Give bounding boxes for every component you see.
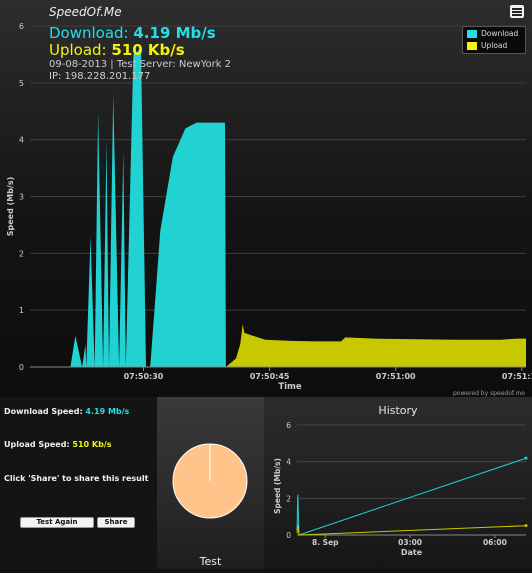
legend-swatch-upload — [467, 42, 477, 50]
brand-logo[interactable]: SpeedOf.Me — [49, 5, 122, 19]
share-hint: Click 'Share' to share this result — [4, 474, 148, 483]
test-again-button[interactable]: Test Again — [20, 517, 94, 528]
bottom-section: Download Speed: 4.19 Mb/s Upload Speed: … — [0, 397, 532, 569]
download-result: Download: 4.19 Mb/s — [49, 25, 231, 42]
download-result-value: 4.19 Mb/s — [133, 24, 215, 42]
share-button[interactable]: Share — [97, 517, 135, 528]
ip-address: IP: 198.228.201.177 — [49, 71, 231, 83]
download-speed-label: Download Speed: — [4, 407, 85, 416]
x-tick-label: 07:50:45 — [250, 372, 290, 381]
chart-legend: Download Upload — [462, 26, 526, 54]
legend-item-upload[interactable]: Upload — [463, 40, 525, 51]
history-download-line — [297, 458, 526, 535]
history-y-tick-label: 0 — [286, 531, 291, 540]
history-y-axis-title: Speed (Mb/s) — [273, 458, 282, 514]
history-chart: 0 2 4 6 8. Sep 03:00 06:00 Date Speed (Mb/s) — [264, 397, 532, 569]
results-panel: Download Speed: 4.19 Mb/s Upload Speed: … — [0, 397, 157, 569]
download-result-label: Download: — [49, 24, 133, 42]
history-x-tick-label: 8. Sep — [312, 538, 339, 547]
upload-result-label: Upload: — [49, 41, 111, 59]
upload-result: Upload: 510 Kb/s — [49, 42, 231, 59]
x-tick-label: 07:51:15 — [502, 372, 532, 381]
y-tick-label: 1 — [19, 306, 24, 315]
upload-speed-value: 510 Kb/s — [72, 440, 111, 449]
upload-result-value: 510 Kb/s — [111, 41, 184, 59]
history-upload-point — [525, 524, 528, 527]
legend-item-download[interactable]: Download — [463, 28, 525, 39]
pie-chart — [157, 397, 264, 569]
y-tick-label: 0 — [19, 363, 24, 372]
pie-panel: Test — [157, 397, 264, 569]
x-tick-label: 07:50:30 — [124, 372, 164, 381]
upload-speed-row: Upload Speed: 510 Kb/s — [4, 440, 112, 449]
legend-label-upload: Upload — [481, 41, 507, 50]
x-tick-label: 07:51:00 — [376, 372, 416, 381]
pie-title: Test — [157, 555, 264, 568]
history-x-tick-label: 06:00 — [483, 538, 507, 547]
test-date-server: 09-08-2013 | Test Server: NewYork 2 — [49, 59, 231, 71]
y-tick-label: 3 — [19, 193, 24, 202]
download-speed-value: 4.19 Mb/s — [85, 407, 129, 416]
legend-swatch-download — [467, 30, 477, 38]
y-tick-label: 4 — [19, 136, 24, 145]
y-tick-label: 2 — [19, 249, 24, 258]
history-download-point — [525, 457, 528, 460]
download-area — [30, 49, 526, 367]
upload-speed-label: Upload Speed: — [4, 440, 72, 449]
hamburger-icon[interactable] — [510, 5, 524, 18]
y-tick-label: 6 — [19, 22, 24, 31]
y-tick-label: 5 — [19, 79, 24, 88]
result-summary: Download: 4.19 Mb/s Upload: 510 Kb/s 09-… — [49, 25, 231, 83]
history-x-tick-label: 03:00 — [398, 538, 422, 547]
history-panel: 0 2 4 6 8. Sep 03:00 06:00 Date Speed (Mb/s) His… — [264, 397, 532, 569]
history-y-tick-label: 4 — [286, 458, 291, 467]
history-y-tick-label: 2 — [286, 494, 291, 503]
speed-chart-panel: 0 1 2 3 4 5 6 07:50:30 07:50:45 07:51:00 07:51:15 T… — [0, 0, 532, 397]
history-y-tick-label: 6 — [286, 421, 291, 430]
x-axis-title: Time — [278, 382, 302, 392]
download-speed-row: Download Speed: 4.19 Mb/s — [4, 407, 129, 416]
powered-by-label: powered by speedof.me — [453, 390, 525, 397]
y-axis-title: Speed (Mb/s) — [6, 177, 15, 237]
history-upload-line — [297, 525, 526, 535]
legend-label-download: Download — [481, 29, 518, 38]
history-x-axis-title: Date — [401, 548, 423, 557]
history-title: History — [264, 404, 532, 417]
